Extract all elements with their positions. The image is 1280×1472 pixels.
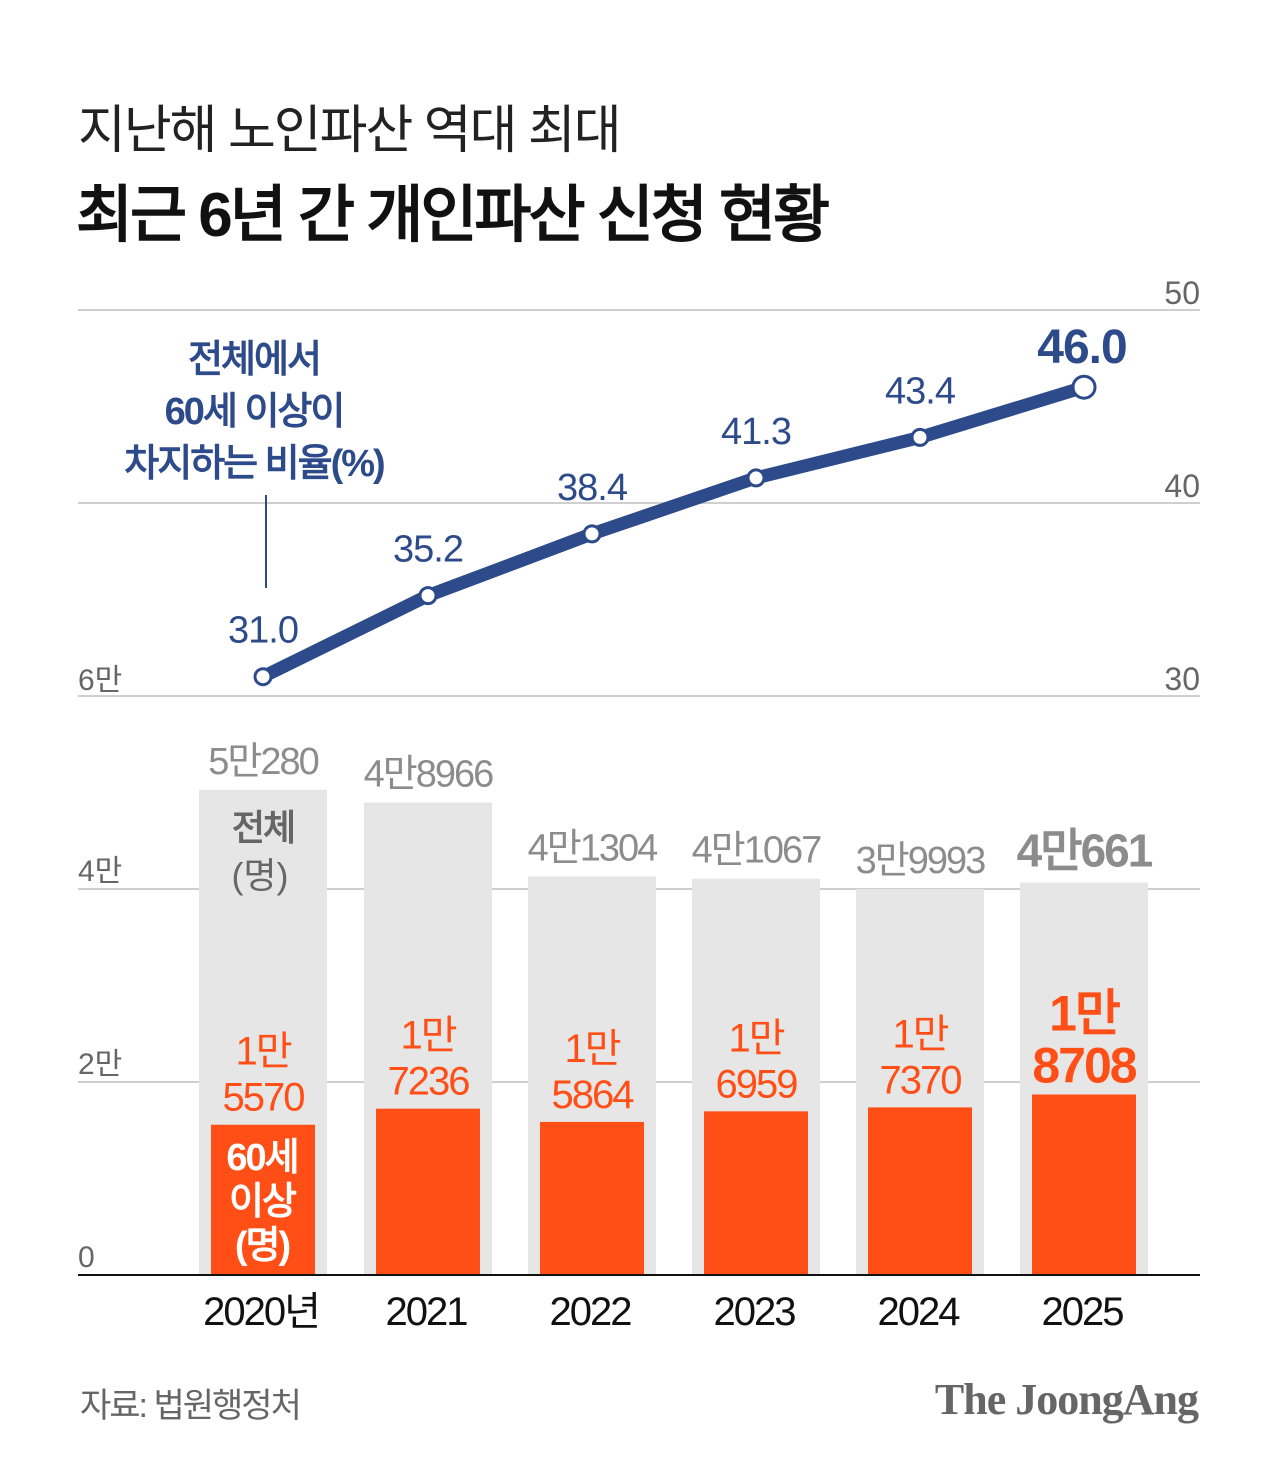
total-annotation: (명) [231,855,288,896]
bar-older-label: 1만 [564,1027,620,1071]
line-annotation: 차지하는 비율(%) [124,443,384,485]
x-tick-label: 2021 [386,1290,468,1334]
bar-total-label: 4만1067 [692,830,821,872]
share-label: 31.0 [228,610,298,652]
source-note: 자료: 법원행정처 [80,1387,302,1425]
y-tick-label-left: 0 [78,1241,95,1274]
bar-total-label: 4만661 [1017,825,1153,877]
bar-older-label: 5570 [223,1076,305,1120]
share-point [1071,374,1097,400]
share-label: 41.3 [721,411,791,453]
y-tick-label-left: 6만 [78,664,122,697]
share-point [910,427,930,447]
bar-older [211,1124,315,1275]
bar-older-label: 5864 [552,1073,635,1117]
chart-title: 지난해 노인파산 역대 최대 [78,102,622,160]
y-tick-label-right: 30 [1164,661,1200,697]
bar-older-label: 1만 [892,1012,948,1056]
bar-total-label: 5만280 [208,741,318,783]
bar-older [1032,1094,1136,1275]
x-tick-label: 2022 [550,1290,632,1334]
bar-older-label: 6959 [716,1062,798,1106]
publisher-logo: The JoongAng [934,1375,1199,1424]
share-point [746,468,766,488]
bar-older-label: 7370 [880,1058,962,1102]
older-annotation: (명) [235,1225,290,1267]
line-annotation: 전체에서 [188,339,320,381]
bar-total-label: 3만9993 [856,840,985,882]
y-tick-label-left: 2만 [78,1048,122,1081]
share-point [253,667,273,687]
share-label: 38.4 [557,467,628,509]
share-point [582,524,602,544]
bar-older [376,1108,480,1275]
x-tick-label: 2024 [878,1290,961,1334]
x-tick-label: 2023 [714,1290,796,1334]
total-annotation: 전체 [232,807,294,848]
x-tick-label: 2025 [1042,1290,1124,1334]
bar-total-label: 4만8966 [364,753,493,795]
line-annotation: 60세 이상이 [165,391,344,433]
bar-older-label: 1만 [235,1030,291,1074]
share-label: 35.2 [393,529,463,571]
bar-total-label: 4만1304 [528,827,658,869]
bar-older-label: 1만 [728,1016,784,1060]
share-label: 46.0 [1037,321,1126,374]
y-tick-label-left: 4만 [78,855,122,888]
bar-older [868,1107,972,1275]
share-label: 43.4 [885,370,956,412]
chart-subtitle: 최근 6년 간 개인파산 신청 현황 [76,181,830,250]
y-tick-label-right: 50 [1164,275,1200,311]
x-tick-label: 2020년 [203,1290,319,1334]
bar-older [540,1121,644,1275]
bar-older [704,1111,808,1275]
bar-older-label: 1만 [1049,985,1121,1041]
share-point [418,586,438,606]
older-annotation: 이상 [229,1181,297,1223]
y-tick-label-right: 40 [1164,468,1200,504]
share-line [256,380,1091,684]
older-annotation: 60세 [226,1137,297,1179]
bar-older-label: 7236 [388,1060,470,1104]
bar-older-label: 8708 [1032,1037,1136,1093]
bar-older-label: 1만 [400,1014,456,1058]
